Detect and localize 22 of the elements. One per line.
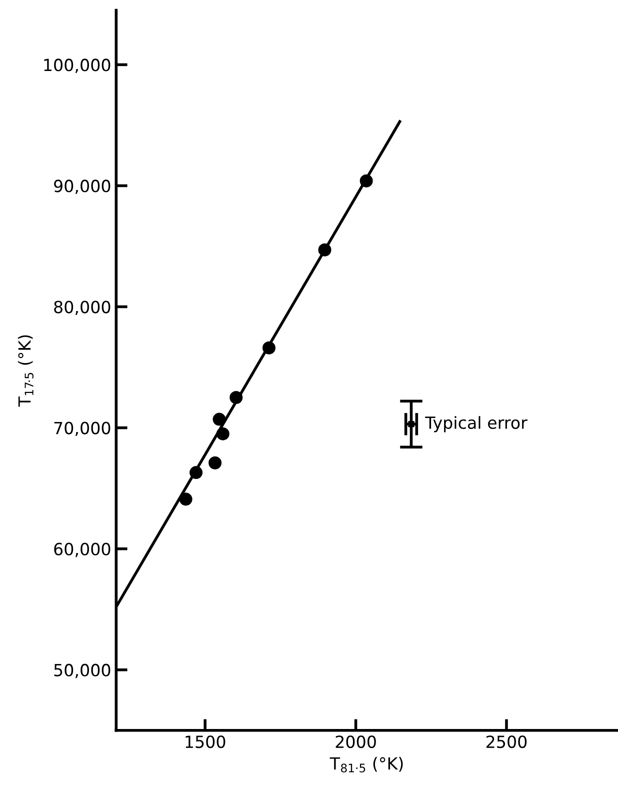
point [208, 456, 222, 470]
y-tick-label: 80,000 [54, 300, 110, 316]
y-tick-label: 50,000 [54, 664, 110, 678]
point [262, 341, 276, 354]
point [318, 243, 332, 256]
y-tick-label: 100,000 [44, 58, 110, 73]
point [230, 391, 243, 404]
x-tick-label: 2500 [486, 735, 527, 748]
point [408, 421, 414, 428]
x-tick-label: 1500 [186, 735, 226, 748]
y-axis-title: T$_{17·5}$ (°K) [18, 335, 34, 407]
point [216, 427, 230, 440]
y-tick-label: 90,000 [54, 180, 110, 194]
point [190, 466, 203, 480]
y-tick-label: 60,000 [54, 542, 110, 558]
x-tick-label: 2000 [336, 735, 376, 748]
annotation: Typical error [425, 416, 528, 432]
point [179, 492, 192, 506]
point [212, 412, 226, 426]
y-tick-label: 70,000 [54, 422, 110, 436]
x-axis-title: T$_{81·5}$ (°K) [330, 756, 403, 772]
point [360, 174, 373, 188]
